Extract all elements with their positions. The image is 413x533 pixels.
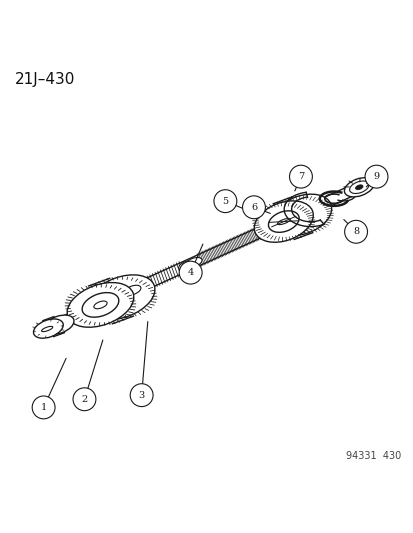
Ellipse shape (272, 194, 331, 236)
Text: 3: 3 (138, 391, 145, 400)
Circle shape (214, 190, 236, 213)
Ellipse shape (33, 319, 63, 338)
Circle shape (130, 384, 153, 407)
Text: 1: 1 (40, 403, 47, 412)
Text: 94331  430: 94331 430 (345, 450, 400, 461)
Ellipse shape (355, 185, 362, 190)
Circle shape (344, 220, 367, 243)
Ellipse shape (254, 201, 313, 243)
Ellipse shape (82, 293, 119, 317)
Text: 2: 2 (81, 395, 88, 403)
Ellipse shape (88, 275, 154, 320)
Ellipse shape (124, 285, 140, 295)
Ellipse shape (344, 177, 373, 197)
Circle shape (364, 165, 387, 188)
Circle shape (242, 196, 265, 219)
Ellipse shape (67, 282, 133, 327)
Text: 8: 8 (352, 227, 358, 236)
Ellipse shape (94, 301, 107, 309)
Text: 5: 5 (222, 197, 228, 206)
Text: 6: 6 (250, 203, 256, 212)
Circle shape (289, 165, 312, 188)
Text: 21J–430: 21J–430 (15, 72, 75, 87)
Ellipse shape (268, 211, 299, 232)
Circle shape (32, 396, 55, 419)
Ellipse shape (178, 261, 195, 271)
Ellipse shape (44, 315, 74, 334)
Ellipse shape (117, 288, 133, 298)
Text: 4: 4 (187, 268, 193, 277)
Text: 7: 7 (297, 172, 303, 181)
Ellipse shape (277, 219, 290, 224)
Circle shape (179, 261, 202, 284)
Ellipse shape (185, 257, 202, 268)
Text: 9: 9 (373, 172, 379, 181)
Circle shape (73, 388, 96, 411)
